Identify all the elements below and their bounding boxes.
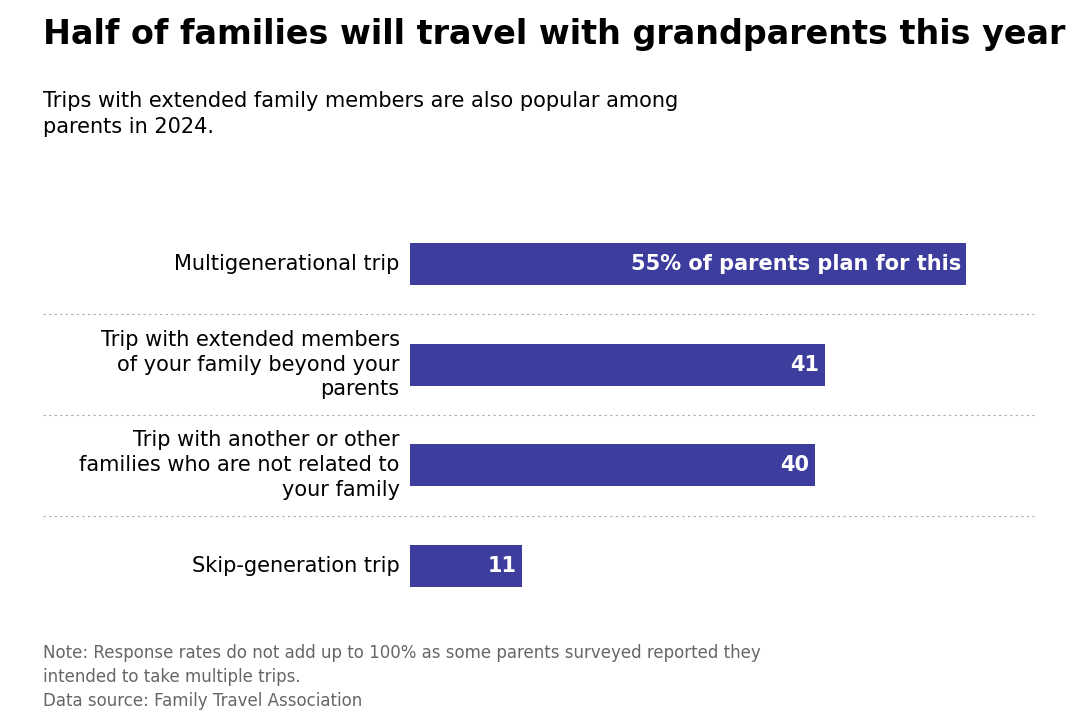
Text: Trip with extended members
of your family beyond your
parents: Trip with extended members of your famil… [100, 330, 400, 400]
Text: Multigenerational trip: Multigenerational trip [174, 254, 400, 274]
Text: Trip with another or other
families who are not related to
your family: Trip with another or other families who … [79, 430, 400, 500]
Bar [410, 444, 814, 486]
Text: 55% of parents plan for this: 55% of parents plan for this [631, 254, 961, 274]
Text: 41: 41 [791, 355, 820, 375]
Text: 11: 11 [487, 556, 516, 576]
Text: Skip-generation trip: Skip-generation trip [192, 556, 400, 576]
Text: Trips with extended family members are also popular among
parents in 2024.: Trips with extended family members are a… [43, 91, 678, 138]
Bar [410, 545, 522, 587]
Bar [410, 243, 967, 285]
Text: 40: 40 [781, 455, 810, 475]
Text: Data source: Family Travel Association: Data source: Family Travel Association [43, 692, 363, 710]
Bar [410, 344, 825, 386]
Text: Half of families will travel with grandparents this year: Half of families will travel with grandp… [43, 18, 1066, 51]
Text: Note: Response rates do not add up to 100% as some parents surveyed reported the: Note: Response rates do not add up to 10… [43, 644, 761, 686]
